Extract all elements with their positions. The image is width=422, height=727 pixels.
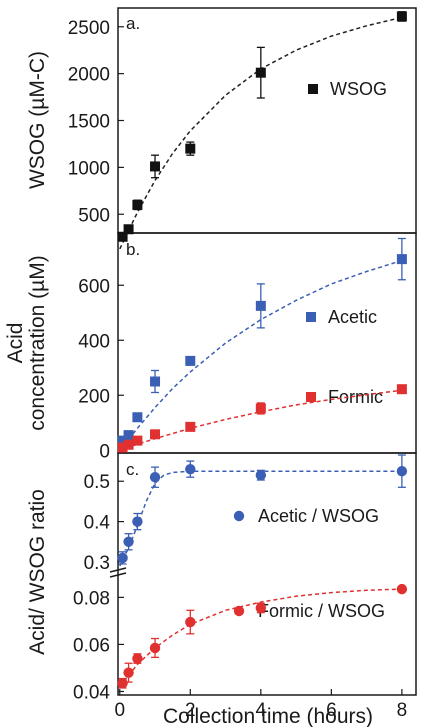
panel-a-y-tick-label: 1500	[68, 112, 110, 133]
axis-break-mark	[109, 567, 127, 578]
formic-ratio-fit-curve	[119, 588, 402, 688]
acetic-data-point	[117, 435, 128, 446]
acetic-data-point	[255, 300, 266, 311]
legend-label-wsog: WSOG	[330, 79, 387, 99]
x-tick-label: 2	[185, 700, 196, 721]
acetic-ratio-legend-marker	[233, 510, 245, 522]
panel-c-upper-y-tick-label: 0.4	[84, 513, 111, 534]
formic-data-point	[396, 384, 407, 395]
panel-c-lower-y-tick-label: 0.04	[73, 682, 110, 703]
panel-b-letter: b.	[126, 240, 140, 259]
acetic-ratio-fit-curve	[119, 470, 402, 567]
panel-a-frame	[117, 7, 417, 234]
x-axis-title: Collection time (hours)	[163, 705, 373, 727]
acetic-ratio-data-point	[117, 552, 128, 564]
acetic-data-point	[123, 430, 134, 441]
formic-data-point	[117, 442, 128, 453]
legend-label-formic-wsog: Formic / WSOG	[258, 601, 385, 621]
wsog-data-point	[396, 11, 407, 22]
formic-ratio-data-point	[149, 642, 161, 654]
wsog-data-point	[150, 161, 161, 172]
x-tick-label: 8	[397, 700, 408, 721]
acetic-data-point	[185, 355, 196, 366]
x-tick-label: 0	[114, 700, 125, 721]
formic-data-point	[150, 429, 161, 440]
formic-ratio-data-point	[396, 583, 408, 595]
panel-c-letter: c.	[126, 460, 139, 479]
panel-b-y-tick-label: 600	[78, 276, 110, 297]
acetic-ratio-data-point	[185, 463, 196, 475]
formic-ratio-data-point	[255, 602, 267, 614]
panel-c-frame	[117, 452, 417, 696]
panel-c-upper-y-tick-label: 0.5	[84, 472, 110, 493]
acetic-ratio-data-point	[123, 536, 134, 547]
acetic-ratio-data-point	[255, 469, 267, 481]
panel-a-letter: a.	[126, 14, 140, 33]
formic-ratio-data-point	[117, 678, 128, 689]
panel-b-y-tick-label: 200	[78, 386, 110, 407]
panel-b-y-tick-label: 400	[78, 331, 110, 352]
acetic-data-point	[150, 376, 161, 387]
acetic-ratio-data-point	[396, 465, 408, 477]
formic-data-point	[185, 421, 196, 432]
legend-label-acetic: Acetic	[328, 307, 377, 327]
x-tick-label: 6	[326, 700, 337, 721]
wsog-data-point	[185, 143, 196, 154]
panel-b-y-axis-title-line1: Acid	[4, 323, 27, 364]
panel-b-y-axis-title-line2: concentration (µM)	[26, 255, 49, 431]
formic-ratio-data-point	[123, 667, 134, 678]
legend-label-acetic-wsog: Acetic / WSOG	[258, 506, 379, 526]
panel-c-lower-y-tick-label: 0.08	[73, 588, 110, 609]
panel-c-upper-y-tick-label: 0.3	[84, 553, 110, 574]
wsog-data-point	[123, 224, 134, 235]
acetic-ratio-data-point	[149, 472, 161, 483]
formic-legend-marker	[306, 392, 316, 402]
formic-data-point	[132, 435, 143, 446]
panel-a-y-axis-title: WSOG (µM-C)	[26, 51, 49, 189]
acetic-data-point	[132, 412, 143, 423]
wsog-data-point	[132, 199, 143, 210]
wsog-fit-curve	[119, 16, 403, 250]
panel-a-y-tick-label: 2000	[68, 65, 110, 86]
formic-data-point	[255, 403, 266, 414]
panel-c-lower-y-tick-label: 0.06	[73, 635, 110, 656]
panel-a-y-tick-label: 500	[78, 205, 110, 226]
formic-data-point	[123, 439, 134, 450]
wsog-data-point	[255, 67, 266, 78]
panel-a-y-tick-label: 1000	[68, 158, 110, 179]
acetic-ratio-data-point	[132, 516, 143, 527]
acetic-data-point	[396, 254, 407, 265]
legend-label-formic: Formic	[328, 387, 383, 407]
panel-b-frame	[117, 232, 417, 454]
panel-c-y-axis-title: Acid/ WSOG ratio	[26, 489, 49, 655]
acetic-legend-marker	[306, 312, 316, 322]
wsog-data-point	[117, 231, 128, 242]
formic-ratio-data-point	[132, 653, 143, 664]
x-tick-label: 4	[256, 700, 267, 721]
formic-ratio-legend-marker	[233, 605, 245, 617]
formic-fit-curve	[119, 389, 402, 452]
panel-a-y-tick-label: 2500	[68, 18, 110, 39]
formic-ratio-data-point	[185, 616, 196, 628]
wsog-legend-marker	[308, 84, 318, 94]
panel-b-y-tick-label: 0	[99, 441, 110, 462]
